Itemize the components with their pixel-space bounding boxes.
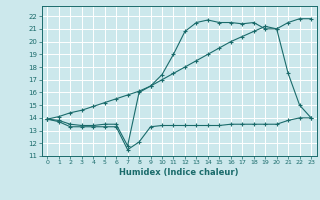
X-axis label: Humidex (Indice chaleur): Humidex (Indice chaleur): [119, 168, 239, 177]
